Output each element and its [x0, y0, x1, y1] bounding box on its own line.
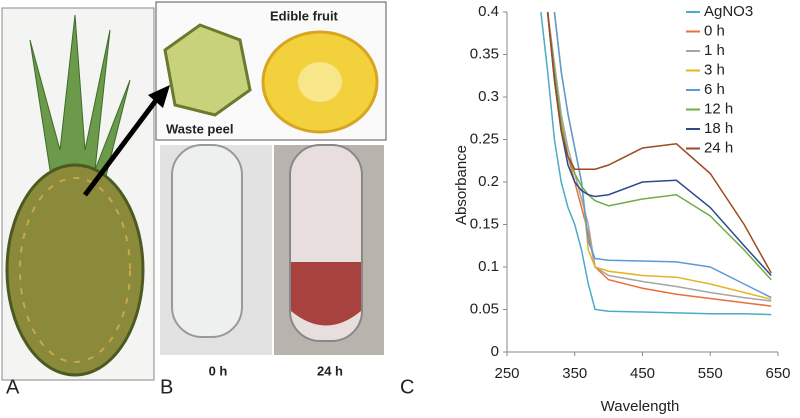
- legend-label: 12 h: [704, 100, 733, 117]
- y-tick-label: 0.4: [478, 3, 499, 20]
- data-line: [553, 11, 772, 299]
- tube-label: 0 h: [209, 363, 228, 378]
- y-tick-label: 0.3: [478, 88, 499, 105]
- x-tick-label: 650: [765, 365, 790, 382]
- data-line: [553, 11, 772, 301]
- data-line: [546, 11, 772, 302]
- data-line: [546, 11, 772, 274]
- x-tick-label: 350: [562, 365, 587, 382]
- data-line: [546, 11, 772, 281]
- panel-letter: B: [160, 376, 173, 398]
- legend-label: AgNO3: [704, 3, 753, 20]
- data-line: [546, 11, 772, 277]
- legend-label: 1 h: [704, 42, 725, 59]
- x-tick-label: 550: [698, 365, 723, 382]
- y-tick-label: 0.35: [470, 45, 499, 62]
- fruit-photo: [83, 1, 387, 197]
- y-tick-label: 0.05: [470, 300, 499, 317]
- data-line: [540, 11, 772, 316]
- panel-letter: C: [400, 376, 414, 398]
- y-tick-label: 0.2: [478, 173, 499, 190]
- peel-label: Waste peel: [166, 121, 233, 136]
- x-axis-title: Wavelength: [601, 398, 680, 415]
- y-axis-title: Absorbance: [453, 145, 470, 225]
- y-tick-label: 0.1: [478, 258, 499, 275]
- legend-label: 24 h: [704, 139, 733, 156]
- legend-label: 18 h: [704, 120, 733, 137]
- legend-label: 3 h: [704, 61, 725, 78]
- legend-label: 6 h: [704, 81, 725, 98]
- x-tick-label: 450: [630, 365, 655, 382]
- tubes-photo: [160, 144, 384, 355]
- legend-label: 0 h: [704, 22, 725, 39]
- y-tick-label: 0.15: [470, 215, 499, 232]
- panel-letter: A: [6, 376, 20, 398]
- x-tick-label: 250: [494, 365, 519, 382]
- fruit-label: Edible fruit: [270, 8, 339, 23]
- pineapple-photo: [1, 7, 155, 381]
- y-tick-label: 0.25: [470, 130, 499, 147]
- tube-label: 24 h: [317, 363, 343, 378]
- y-tick-label: 0: [491, 343, 499, 360]
